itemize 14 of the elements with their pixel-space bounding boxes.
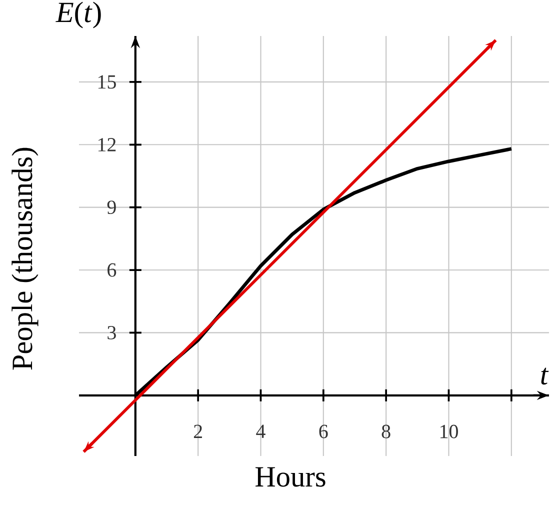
x-tick-label: 6 bbox=[319, 424, 328, 438]
x-axis-title: Hours bbox=[255, 467, 326, 487]
x-tick-label: 8 bbox=[382, 424, 390, 438]
y-axis-title: People (thousands) bbox=[12, 148, 38, 370]
y-tick-label: 15 bbox=[98, 75, 116, 89]
x-tick-label: 2 bbox=[194, 424, 202, 438]
x-tick-label: 4 bbox=[256, 424, 266, 438]
text: E(t) bbox=[56, 2, 101, 28]
annotation: t bbox=[541, 368, 549, 385]
y-tick-label: 3 bbox=[108, 326, 116, 340]
y-tick-label: 9 bbox=[107, 200, 116, 214]
x-tick-label: 10 bbox=[440, 424, 458, 438]
y-tick-label: 6 bbox=[108, 263, 116, 277]
y-tick-label: 12 bbox=[98, 138, 116, 152]
